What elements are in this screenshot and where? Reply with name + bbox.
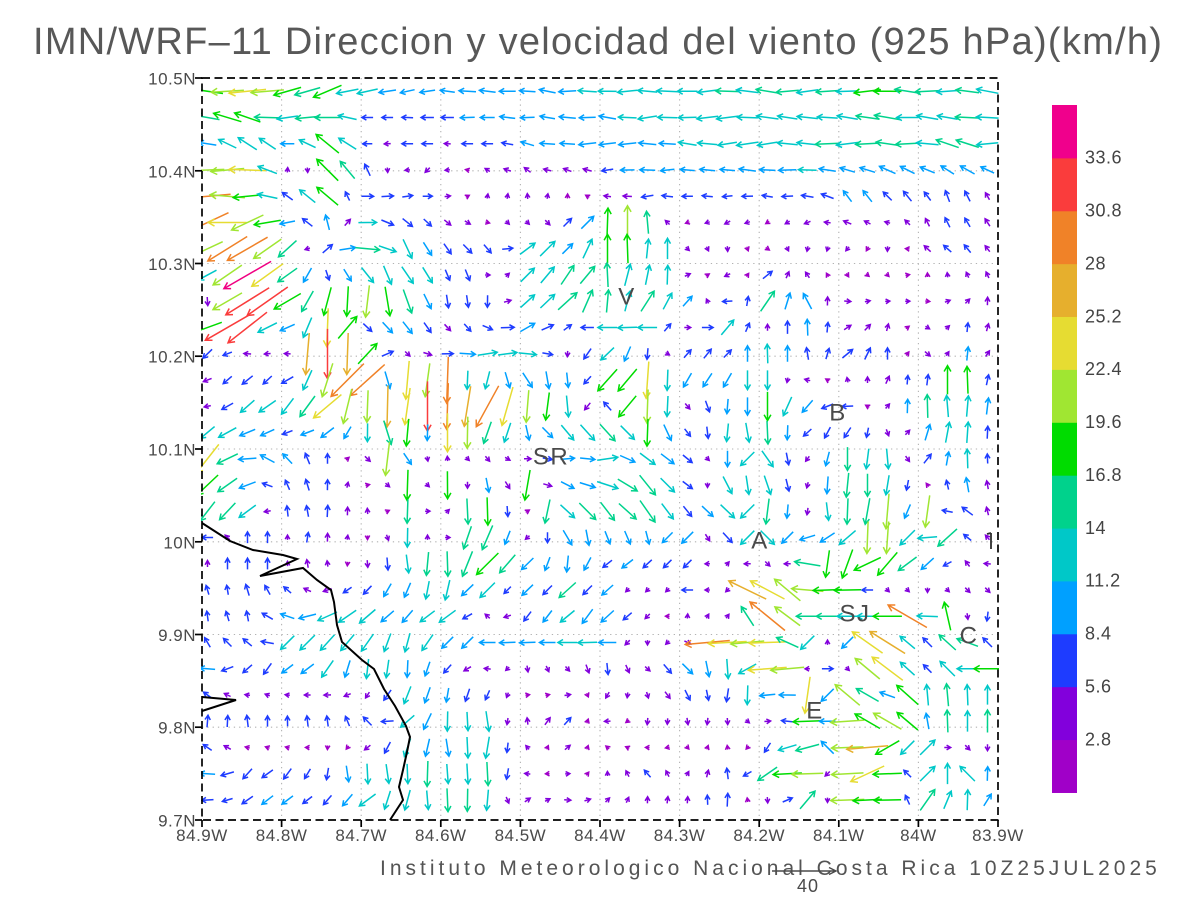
svg-text:SJ: SJ	[839, 600, 870, 627]
svg-text:84.7W: 84.7W	[335, 826, 387, 845]
svg-text:10N: 10N	[163, 533, 196, 552]
svg-text:B: B	[829, 399, 847, 426]
svg-text:84.2W: 84.2W	[733, 826, 785, 845]
svg-text:9.8N: 9.8N	[158, 719, 196, 738]
svg-text:16.8: 16.8	[1085, 465, 1122, 485]
svg-text:33.6: 33.6	[1085, 148, 1122, 168]
svg-text:11.2: 11.2	[1085, 571, 1121, 591]
svg-text:84.6W: 84.6W	[415, 826, 467, 845]
svg-text:84.3W: 84.3W	[654, 826, 706, 845]
svg-text:9.9N: 9.9N	[158, 626, 196, 645]
svg-text:9.7N: 9.7N	[158, 811, 196, 830]
svg-text:10.3N: 10.3N	[148, 255, 196, 274]
svg-text:IMN/WRF–11 Direccion y velocid: IMN/WRF–11 Direccion y velocidad del vie…	[33, 21, 1163, 63]
svg-text:E: E	[806, 697, 824, 724]
svg-text:40: 40	[797, 876, 819, 896]
svg-text:SR: SR	[533, 443, 569, 470]
svg-text:84.8W: 84.8W	[256, 826, 308, 845]
svg-text:10.4N: 10.4N	[148, 162, 196, 181]
svg-text:A: A	[751, 527, 769, 554]
svg-text:10.1N: 10.1N	[148, 440, 196, 459]
svg-text:30.8: 30.8	[1085, 201, 1122, 221]
svg-text:84.4W: 84.4W	[574, 826, 626, 845]
svg-text:84W: 84W	[900, 826, 936, 845]
svg-text:8.4: 8.4	[1085, 624, 1112, 644]
svg-text:Instituto Meteorologico Nacion: Instituto Meteorologico Nacional Costa R…	[380, 857, 1161, 880]
svg-text:25.2: 25.2	[1085, 306, 1122, 326]
svg-text:5.6: 5.6	[1085, 676, 1112, 696]
svg-text:19.6: 19.6	[1085, 412, 1122, 432]
svg-text:2.8: 2.8	[1085, 729, 1112, 749]
svg-text:V: V	[618, 283, 636, 310]
svg-text:22.4: 22.4	[1085, 359, 1122, 379]
svg-text:84.5W: 84.5W	[495, 826, 547, 845]
svg-text:14: 14	[1085, 518, 1106, 538]
svg-text:10.2N: 10.2N	[148, 348, 196, 367]
svg-text:83.9W: 83.9W	[972, 826, 1024, 845]
svg-text:28: 28	[1085, 253, 1106, 273]
svg-text:10.5N: 10.5N	[148, 69, 196, 88]
svg-text:84.1W: 84.1W	[813, 826, 865, 845]
svg-text:C: C	[960, 622, 979, 649]
svg-text:84.9W: 84.9W	[176, 826, 228, 845]
